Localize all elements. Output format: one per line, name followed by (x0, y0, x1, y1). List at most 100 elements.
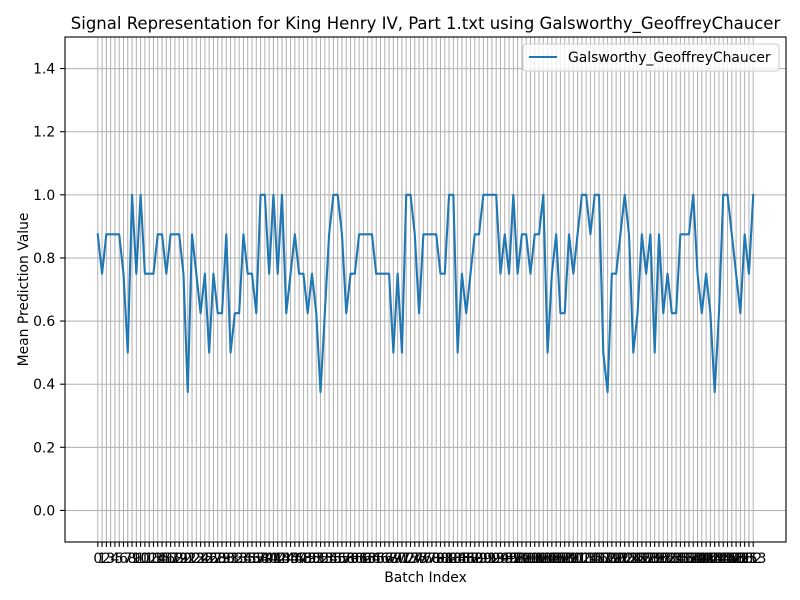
x-tick-label: 21 (179, 551, 197, 567)
x-tick-label: 72 (397, 551, 415, 567)
x-tick-label: 20 (175, 551, 193, 567)
x-tick-label: 127 (629, 551, 656, 567)
x-tick-label: 120 (599, 551, 626, 567)
x-tick-label: 145 (706, 551, 733, 567)
x-tick-label: 54 (320, 551, 338, 567)
x-tick-label: 103 (526, 551, 553, 567)
x-tick-label: 85 (453, 551, 471, 567)
x-tick-label: 12 (140, 551, 158, 567)
x-tick-label: 40 (260, 551, 278, 567)
x-tick-label: 18 (166, 551, 184, 567)
x-tick-label: 151 (731, 551, 758, 567)
x-tick-label: 87 (462, 551, 480, 567)
x-tick-label: 80 (432, 551, 450, 567)
x-tick-label: 102 (521, 551, 548, 567)
x-tick-label: 129 (637, 551, 664, 567)
x-tick-label: 132 (650, 551, 677, 567)
legend: Galsworthy_GeoffreyChaucer (522, 43, 780, 72)
x-tick-label: 106 (539, 551, 566, 567)
x-tick-label: 24 (192, 551, 210, 567)
x-tick-label: 67 (376, 551, 394, 567)
x-tick-label: 101 (517, 551, 544, 567)
x-tick-label: 79 (427, 551, 445, 567)
legend-entry-label: Galsworthy_GeoffreyChaucer (568, 50, 771, 66)
x-axis-label: Batch Index (384, 570, 467, 586)
x-tick-label: 78 (423, 551, 441, 567)
x-tick-label: 122 (607, 551, 634, 567)
x-tick-label: 96 (500, 551, 518, 567)
x-tick-label: 81 (436, 551, 454, 567)
x-tick-label: 11 (136, 551, 154, 567)
chart-title: Signal Representation for King Henry IV,… (71, 14, 781, 34)
legend-frame (522, 43, 780, 72)
y-tick-label: 0.0 (33, 503, 55, 519)
y-axis-label: Mean Prediction Value (16, 213, 32, 367)
x-tick-label: 73 (402, 551, 420, 567)
x-tick-label: 150 (727, 551, 754, 567)
x-tick-label: 31 (222, 551, 240, 567)
y-tick-label: 1.0 (33, 188, 55, 204)
x-tick-label: 134 (659, 551, 686, 567)
x-tick-label: 82 (440, 551, 458, 567)
x-tick-label: 69 (385, 551, 403, 567)
x-tick-label: 61 (350, 551, 368, 567)
x-tick-label: 10 (132, 551, 150, 567)
x-tick-label: 50 (303, 551, 321, 567)
x-tick-label: 152 (736, 551, 763, 567)
x-tick-label: 100 (513, 551, 540, 567)
x-tick-label: 66 (372, 551, 390, 567)
y-tick-label: 0.8 (33, 251, 55, 267)
x-tick-label: 15 (153, 551, 171, 567)
x-tick-label: 143 (697, 551, 724, 567)
x-tick-label: 36 (243, 551, 261, 567)
x-tick-label: 52 (312, 551, 330, 567)
x-tick-label: 86 (457, 551, 475, 567)
x-tick-label: 2 (102, 551, 111, 567)
x-tick-label: 26 (200, 551, 218, 567)
x-tick-label: 39 (256, 551, 274, 567)
x-tick-label: 45 (282, 551, 300, 567)
x-tick-label: 83 (445, 551, 463, 567)
x-tick-label: 140 (684, 551, 711, 567)
x-tick-label: 44 (277, 551, 295, 567)
x-tick-label: 104 (530, 551, 557, 567)
y-tick-label: 0.2 (33, 440, 55, 456)
x-tick-label: 74 (406, 551, 424, 567)
x-tick-label: 141 (689, 551, 716, 567)
x-tick-label: 65 (367, 551, 385, 567)
x-tick-label: 105 (534, 551, 561, 567)
x-tick-label: 71 (393, 551, 411, 567)
y-tick-label: 0.4 (33, 377, 55, 393)
x-tick-label: 135 (663, 551, 690, 567)
x-tick-label: 125 (620, 551, 647, 567)
x-tick-label: 42 (269, 551, 287, 567)
y-tick-labels: 0.0 0.2 0.4 0.6 0.8 1.0 1.2 1.4 (33, 62, 55, 520)
x-tick-label: 1 (98, 551, 107, 567)
x-tick-label: 118 (590, 551, 617, 567)
x-tick-label: 95 (496, 551, 514, 567)
x-tick-label: 153 (740, 551, 767, 567)
x-tick-label: 0 (93, 551, 102, 567)
x-tick-labels: 0123456789101112131415161718192021222324… (93, 551, 766, 567)
x-tick-label: 60 (346, 551, 364, 567)
x-tick-label: 5 (115, 551, 124, 567)
tick-marks (60, 68, 754, 547)
x-tick-label: 64 (363, 551, 381, 567)
x-tick-label: 144 (701, 551, 728, 567)
x-tick-label: 48 (295, 551, 313, 567)
x-tick-label: 149 (723, 551, 750, 567)
x-tick-label: 22 (183, 551, 201, 567)
x-tick-label: 63 (359, 551, 377, 567)
x-tick-label: 14 (149, 551, 167, 567)
x-tick-label: 110 (556, 551, 583, 567)
x-tick-label: 13 (145, 551, 163, 567)
x-tick-label: 29 (213, 551, 231, 567)
x-tick-label: 34 (235, 551, 253, 567)
x-tick-label: 121 (603, 551, 630, 567)
x-tick-label: 117 (586, 551, 613, 567)
x-tick-label: 108 (547, 551, 574, 567)
x-tick-label: 136 (667, 551, 694, 567)
x-tick-label: 131 (646, 551, 673, 567)
x-tick-label: 133 (654, 551, 681, 567)
